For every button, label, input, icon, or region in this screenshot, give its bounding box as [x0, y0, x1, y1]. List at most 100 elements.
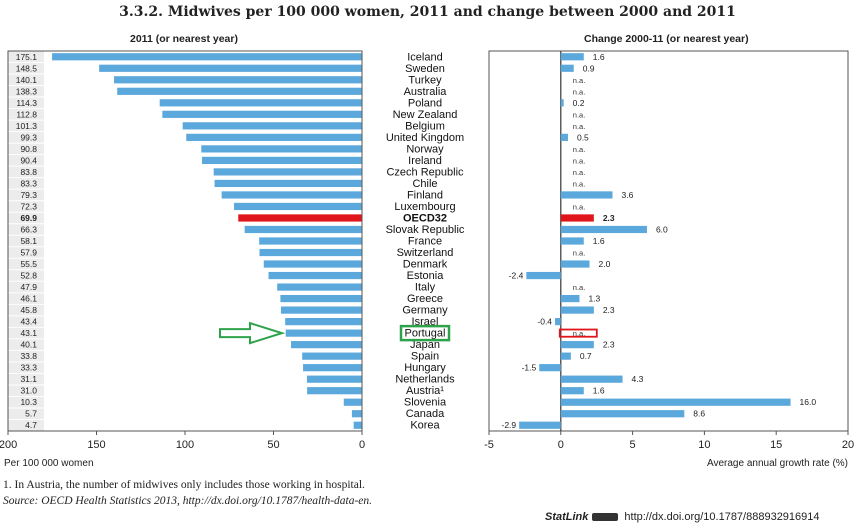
country-label-australia: Australia [404, 86, 448, 98]
right-bar-france [560, 237, 584, 245]
left-value-label-chile: 83.3 [20, 178, 37, 188]
right-value-label-portugal: n.a. [573, 329, 586, 338]
country-label-slovenia: Slovenia [404, 397, 447, 409]
country-label-austria: Austria¹ [406, 385, 444, 397]
right-bar-slovenia [560, 398, 791, 406]
statlink-label: StatLink [545, 511, 589, 523]
country-label-france: France [408, 236, 442, 248]
left-value-label-france: 58.1 [20, 236, 37, 246]
country-label-luxembourg: Luxembourg [394, 201, 455, 213]
left-bar-france [259, 237, 362, 245]
left-value-label-japan: 40.1 [20, 340, 37, 350]
country-label-slovak-republic: Slovak Republic [386, 224, 465, 236]
right-value-label-italy: n.a. [573, 283, 586, 292]
left-value-label-netherlands: 31.1 [20, 374, 37, 384]
left-value-label-iceland: 175.1 [16, 52, 38, 62]
right-bar-germany [560, 306, 594, 314]
left-bar-denmark [263, 260, 362, 268]
right-value-label-japan: 2.3 [603, 340, 615, 350]
left-bar-oecd32 [238, 214, 362, 222]
left-bar-iceland [52, 53, 363, 61]
left-value-label-turkey: 140.1 [16, 75, 38, 85]
left-value-label-czech-republic: 83.8 [20, 167, 37, 177]
left-tick-label: 100 [176, 439, 194, 451]
right-value-label-hungary: -1.5 [522, 363, 537, 373]
left-value-label-belgium: 101.3 [16, 121, 38, 131]
left-value-label-australia: 138.3 [16, 86, 38, 96]
country-label-turkey: Turkey [408, 74, 442, 86]
right-tick-label: 20 [842, 439, 854, 451]
left-bar-canada [351, 410, 362, 418]
right-bar-slovak-republic [560, 225, 647, 234]
right-bar-iceland [560, 53, 584, 61]
country-label-finland: Finland [407, 189, 443, 201]
statlink-url[interactable]: http://dx.doi.org/10.1787/888932916914 [624, 511, 820, 523]
left-tick-label: 0 [359, 439, 365, 451]
right-value-label-new-zealand: n.a. [573, 110, 586, 119]
right-bar-finland [560, 191, 613, 199]
right-bar-spain [560, 352, 571, 360]
left-bar-netherlands [306, 375, 362, 383]
right-bar-netherlands [560, 375, 623, 383]
left-bar-new-zealand [162, 110, 362, 118]
left-value-label-denmark: 55.5 [20, 259, 37, 269]
right-value-label-korea: -2.9 [501, 420, 516, 430]
right-value-label-czech-republic: n.a. [573, 168, 586, 177]
chart-title: 3.3.2. Midwives per 100 000 women, 2011 … [119, 4, 736, 20]
country-label-portugal: Portugal [405, 328, 446, 340]
right-tick-label: 5 [630, 439, 636, 451]
left-panel-title: 2011 (or nearest year) [130, 33, 238, 45]
right-tick-label: 15 [770, 439, 782, 451]
left-value-label-poland: 114.3 [16, 98, 37, 108]
left-value-label-israel: 43.4 [20, 317, 37, 327]
left-value-label-greece: 46.1 [20, 294, 37, 304]
left-value-label-sweden: 148.5 [16, 63, 38, 73]
right-bar-united-kingdom [560, 133, 568, 141]
left-bar-slovenia [343, 398, 362, 406]
right-value-label-switzerland: n.a. [573, 249, 586, 258]
right-bar-estonia [526, 271, 561, 280]
left-bar-belgium [182, 122, 362, 130]
left-label-band [8, 51, 44, 431]
country-label-estonia: Estonia [407, 270, 445, 282]
right-panel-title: Change 2000-11 (or nearest year) [584, 33, 749, 45]
left-bar-japan [291, 341, 362, 349]
source-note: Source: OECD Health Statistics 2013, htt… [3, 495, 373, 507]
left-value-label-new-zealand: 112.8 [16, 109, 37, 119]
left-bar-slovak-republic [244, 225, 362, 234]
right-value-label-germany: 2.3 [603, 305, 615, 315]
left-bar-finland [221, 191, 362, 199]
left-value-label-luxembourg: 72.3 [20, 201, 37, 211]
left-bar-hungary [303, 364, 362, 372]
left-bar-ireland [201, 156, 362, 164]
right-value-label-oecd32: 2.3 [603, 213, 615, 223]
right-tick-label: 0 [558, 439, 564, 451]
statlink[interactable]: StatLink http://dx.doi.org/10.1787/888932… [545, 511, 820, 523]
left-bar-israel [285, 318, 362, 326]
left-value-label-estonia: 52.8 [20, 271, 37, 281]
statlink-logo-icon [592, 513, 619, 522]
right-value-label-sweden: 0.9 [583, 63, 595, 73]
right-bar-oecd32 [560, 214, 594, 222]
right-value-label-poland: 0.2 [573, 98, 585, 108]
left-value-label-norway: 90.8 [20, 144, 37, 154]
country-label-oecd32: OECD32 [403, 212, 447, 224]
right-value-label-luxembourg: n.a. [573, 202, 586, 211]
left-value-label-united-kingdom: 99.3 [20, 132, 37, 142]
right-value-label-belgium: n.a. [573, 122, 586, 131]
left-bar-korea [353, 421, 362, 429]
right-bar-israel [555, 318, 561, 326]
left-bar-australia [117, 87, 362, 95]
right-value-label-canada: 8.6 [693, 409, 705, 419]
right-value-label-iceland: 1.6 [593, 52, 605, 62]
country-label-czech-republic: Czech Republic [386, 166, 464, 178]
right-value-label-israel: -0.4 [537, 317, 552, 327]
right-value-label-denmark: 2.0 [599, 259, 611, 269]
left-axis-label: Per 100 000 women [4, 458, 94, 469]
left-bar-italy [277, 283, 362, 291]
left-tick-label: 150 [87, 439, 105, 451]
left-value-label-korea: 4.7 [25, 420, 37, 430]
left-value-label-switzerland: 57.9 [20, 248, 37, 258]
country-label-ireland: Ireland [408, 155, 442, 167]
country-label-chile: Chile [412, 178, 437, 190]
